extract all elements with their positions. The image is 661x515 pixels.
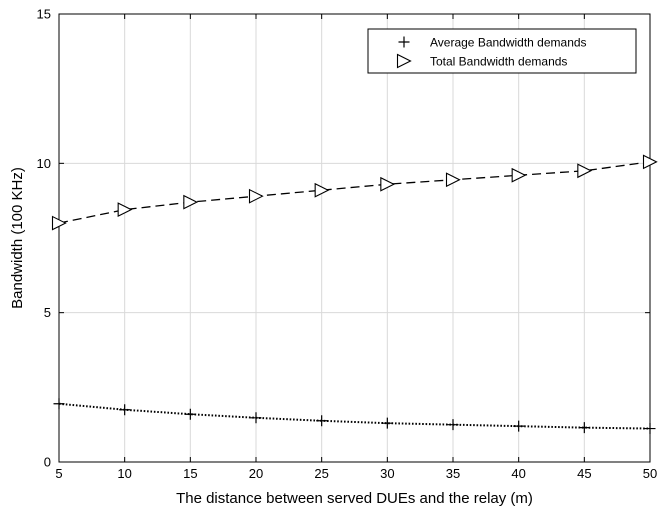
data-point-total — [314, 182, 330, 198]
x-tick-label: 15 — [183, 466, 197, 481]
data-point-total — [642, 154, 658, 170]
data-point-total — [248, 188, 264, 204]
legend-marker-shape — [398, 36, 410, 48]
data-point-total — [51, 215, 67, 231]
y-tick-label: 5 — [44, 305, 51, 320]
data-point-total — [183, 194, 199, 210]
data-point-average — [184, 408, 196, 420]
x-tick-label: 50 — [643, 466, 657, 481]
data-point-average — [250, 412, 262, 424]
x-tick-label: 45 — [577, 466, 591, 481]
data-point-average — [578, 422, 590, 434]
data-point-total — [511, 167, 527, 183]
plot-area — [58, 13, 651, 463]
y-tick-label: 0 — [44, 455, 51, 470]
x-tick-label: 35 — [446, 466, 460, 481]
x-tick-label: 25 — [314, 466, 328, 481]
x-tick-label: 20 — [249, 466, 263, 481]
x-tick-label: 5 — [55, 466, 62, 481]
legend: Average Bandwidth demands Total Bandwidt… — [367, 28, 637, 74]
data-point-average — [53, 398, 65, 410]
data-point-average — [119, 404, 131, 416]
data-point-average — [316, 415, 328, 427]
series-line-total — [58, 161, 651, 224]
x-tick-label: 40 — [511, 466, 525, 481]
y-axis-label: Bandwidth (100 KHz) — [9, 167, 26, 309]
x-tick-label: 30 — [380, 466, 394, 481]
legend-marker-average — [398, 36, 410, 48]
legend-marker-total — [396, 53, 412, 69]
data-point-average — [447, 419, 459, 431]
data-point-total — [577, 163, 593, 179]
series-line-average — [58, 402, 651, 430]
y-tick-label: 10 — [37, 156, 51, 171]
data-point-average — [381, 417, 393, 429]
data-point-average — [644, 423, 656, 435]
y-tick-label: 15 — [37, 7, 51, 22]
x-axis-label: The distance between served DUEs and the… — [176, 490, 533, 507]
legend-box — [367, 28, 637, 74]
series-lines — [51, 154, 658, 435]
x-tick-label: 10 — [117, 466, 131, 481]
grid — [59, 14, 650, 462]
data-point-average — [513, 420, 525, 432]
data-point-total — [117, 202, 133, 218]
legend-label-average: Average Bandwidth demands — [430, 36, 587, 50]
legend-label-total: Total Bandwidth demands — [430, 55, 567, 69]
legend-marker-shape — [396, 53, 412, 69]
data-point-total — [380, 176, 396, 192]
data-point-total — [445, 172, 461, 188]
